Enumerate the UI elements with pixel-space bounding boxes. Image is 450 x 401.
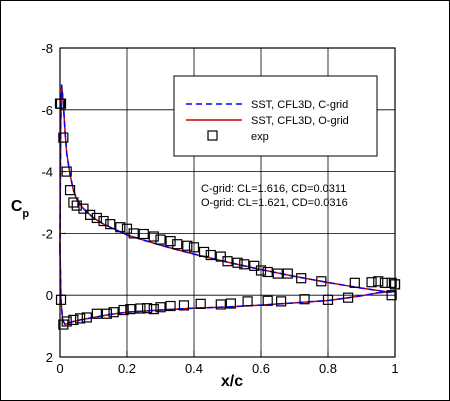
exp-marker [165, 236, 176, 247]
legend-label-exp: exp [251, 131, 269, 143]
y-axis-title-subscript: p [22, 208, 29, 220]
exp-marker [343, 292, 354, 303]
exp-marker [172, 239, 183, 250]
x-tick-label: 0.8 [319, 361, 337, 376]
exp-marker [91, 212, 102, 224]
exp-marker [68, 197, 79, 208]
exp-marker [255, 265, 267, 276]
exp-marker [195, 298, 206, 309]
legend: SST, CFL3D, C-grid SST, CFL3D, O-grid ex… [173, 75, 378, 157]
exp-marker [232, 257, 243, 268]
exp-marker [128, 228, 139, 239]
exp-marker [316, 276, 327, 287]
y-tick-label: 0 [46, 288, 53, 303]
exp-marker [58, 132, 69, 143]
exp-marker [272, 268, 283, 279]
exp-marker [148, 231, 159, 242]
exp-marker [373, 276, 384, 287]
exp-marker [299, 294, 310, 305]
series-line-c-grid-lower [59, 248, 396, 326]
exp-marker [322, 294, 334, 305]
exp-marker [61, 316, 72, 327]
annotation-c-grid: C-grid: CL=1.616, CD=0.0311 [201, 183, 346, 195]
series-layer [54, 84, 401, 330]
exp-marker [366, 277, 377, 288]
x-tick-label: 0.4 [185, 361, 203, 376]
exp-marker [91, 308, 102, 319]
x-tick-label: 0.6 [252, 361, 270, 376]
exp-marker [349, 277, 360, 288]
exp-marker [155, 234, 166, 245]
exp-marker [105, 219, 116, 230]
y-tick-label: -8 [41, 41, 53, 56]
exp-marker [148, 304, 159, 315]
exp-marker [165, 300, 176, 312]
exp-marker [296, 273, 307, 284]
y-axis-title-main: C [11, 198, 23, 215]
legend-label-o-grid: SST, CFL3D, O-grid [251, 115, 349, 127]
exp-marker [55, 98, 67, 109]
exp-marker [68, 314, 79, 326]
exp-marker [155, 302, 166, 313]
exp-marker [276, 296, 287, 307]
exp-marker [379, 277, 391, 288]
exp-marker [215, 299, 226, 310]
exp-marker [222, 256, 233, 267]
exp-marker [98, 215, 109, 227]
exp-marker [262, 295, 273, 306]
exp-marker [81, 312, 92, 323]
exp-marker [142, 303, 153, 314]
y-axis-title: Cp [11, 198, 30, 220]
legend-box [173, 75, 378, 157]
exp-marker [74, 313, 86, 324]
exp-marker [188, 242, 200, 253]
exp-marker [242, 296, 253, 307]
exp-marker [282, 268, 293, 279]
exp-marker [64, 185, 76, 196]
exp-marker [386, 290, 397, 301]
exp-marker [205, 249, 216, 261]
exp-marker [118, 304, 129, 316]
y-tick-label: 2 [46, 350, 53, 365]
exp-marker [115, 222, 126, 233]
annotation-o-grid: O-grid: CL=1.621, CD=0.0316 [201, 197, 348, 209]
exp-marker [125, 304, 136, 315]
y-tick-label: -2 [41, 226, 53, 241]
exp-marker [58, 319, 69, 330]
plot-border [59, 47, 396, 358]
legend-label-c-grid: SST, CFL3D, C-grid [251, 99, 348, 111]
x-axis-title: x/c [221, 373, 243, 390]
y-tick-label: -4 [41, 165, 53, 180]
exp-marker [225, 298, 236, 309]
x-tick-label: 1 [391, 361, 398, 376]
series-line-c-grid-upper [59, 84, 396, 293]
exp-marker [262, 266, 273, 278]
exp-marker [108, 307, 119, 318]
exp-marker [138, 228, 149, 240]
x-tick-label: 0 [56, 361, 63, 376]
x-tick-label: 0.2 [118, 361, 136, 376]
exp-marker [239, 259, 250, 270]
exp-marker [135, 303, 146, 314]
exp-marker [178, 300, 190, 311]
exp-marker [198, 246, 210, 258]
exp-marker [71, 200, 82, 211]
y-tick-label: -6 [41, 103, 53, 118]
exp-marker [78, 203, 89, 214]
exp-marker [182, 240, 193, 251]
exp-marker [386, 277, 397, 288]
legend-swatch-exp [207, 130, 218, 141]
exp-marker [101, 308, 113, 319]
exp-marker [85, 209, 96, 220]
